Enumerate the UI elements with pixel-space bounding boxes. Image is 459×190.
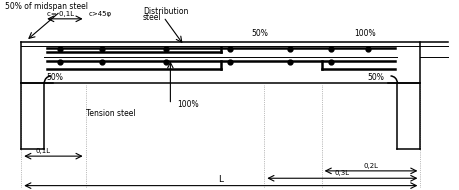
Text: 50% of midspan steel: 50% of midspan steel — [5, 2, 88, 11]
Text: 100%: 100% — [354, 29, 375, 38]
Text: 50%: 50% — [46, 73, 63, 82]
Text: 0,1L: 0,1L — [35, 148, 50, 154]
Text: 100%: 100% — [177, 100, 198, 109]
Text: steel: steel — [143, 13, 161, 22]
Text: c= 0,1L: c= 0,1L — [46, 11, 73, 17]
Text: 50%: 50% — [367, 73, 384, 82]
Text: Tension steel: Tension steel — [85, 109, 135, 118]
Text: L: L — [218, 175, 223, 184]
Text: 0,2L: 0,2L — [363, 163, 378, 169]
Text: Distribution: Distribution — [143, 7, 188, 17]
Text: 50%: 50% — [251, 29, 268, 38]
Text: 0,3L: 0,3L — [334, 170, 349, 176]
Text: c>45φ: c>45φ — [89, 11, 112, 17]
